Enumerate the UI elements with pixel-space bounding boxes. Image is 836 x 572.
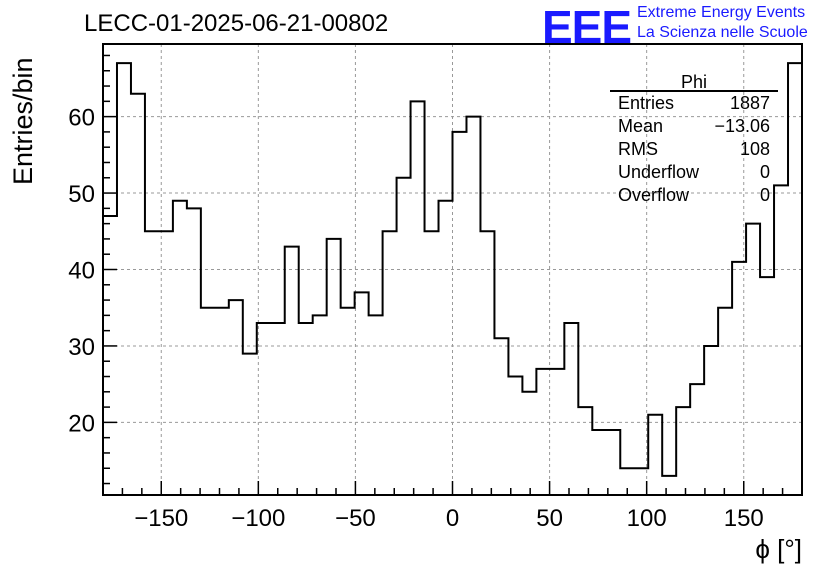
stats-value: 1887 — [729, 93, 770, 113]
histogram-bin — [397, 178, 411, 495]
stats-value: 108 — [739, 139, 770, 159]
grid-lines — [103, 44, 802, 495]
histogram-bin — [383, 231, 397, 495]
stats-label: Underflow — [618, 162, 700, 182]
stats-label: Entries — [618, 93, 675, 113]
x-tick-label: −100 — [231, 505, 285, 532]
stats-row-underflow: Underflow 0 — [618, 162, 770, 183]
histogram-bin — [676, 407, 690, 495]
histogram-bin — [606, 430, 620, 495]
histogram-bin — [480, 231, 494, 495]
stats-label: RMS — [618, 139, 658, 159]
histogram-bin — [327, 239, 341, 495]
histogram-bin — [187, 208, 201, 495]
histogram-bin — [355, 292, 369, 495]
histogram-series — [103, 62, 802, 495]
histogram-bin — [131, 94, 145, 495]
x-tick-label: 0 — [446, 505, 459, 532]
stats-label: Mean — [618, 116, 664, 136]
x-tick-label: 100 — [627, 505, 667, 532]
histogram-bin — [369, 315, 383, 495]
y-tick-label: 40 — [68, 258, 95, 285]
histogram-bin — [592, 430, 606, 495]
histogram-bin — [425, 231, 439, 495]
stats-value: −13.06 — [714, 116, 770, 136]
histogram-bin — [145, 231, 159, 495]
histogram-bin — [522, 392, 536, 495]
x-tick-label: −150 — [134, 505, 188, 532]
stats-title: Phi — [680, 72, 707, 92]
x-tick-label: 50 — [536, 505, 563, 532]
histogram-bin — [341, 308, 355, 495]
histogram-bin — [788, 63, 802, 495]
chart-title: LECC-01-2025-06-21-00802 — [84, 10, 389, 37]
axis-ticks — [102, 54, 803, 495]
tick-labels: −150 −100 −50 0 50 100 150 20 30 40 50 60 — [68, 105, 763, 532]
histogram-bin — [746, 224, 760, 495]
histogram-bin — [760, 277, 774, 495]
histogram-bin — [257, 323, 271, 495]
histogram-outline — [103, 62, 802, 477]
histogram-bin — [271, 323, 285, 495]
y-tick-label: 30 — [68, 334, 95, 361]
histogram-bin — [690, 384, 704, 495]
histogram-bin — [453, 132, 467, 495]
y-tick-label: 60 — [68, 105, 95, 132]
x-tick-label: 150 — [724, 505, 764, 532]
histogram-bin — [201, 308, 215, 495]
stats-value: 0 — [759, 162, 770, 182]
x-tick-label: −50 — [335, 505, 376, 532]
histogram-bin — [564, 323, 578, 495]
y-tick-label: 20 — [68, 410, 95, 437]
logo-line-1: Extreme Energy Events — [637, 4, 806, 21]
stats-label: Overflow — [618, 185, 690, 205]
logo-line-2: La Scienza nelle Scuole — [637, 24, 808, 41]
histogram-bin — [578, 407, 592, 495]
histogram-bin — [439, 201, 453, 495]
histogram-bin — [550, 369, 564, 495]
histogram-bin — [243, 354, 257, 495]
stats-row-overflow: Overflow 0 — [618, 185, 770, 206]
x-axis-label: ϕ [°] — [755, 534, 802, 564]
histogram-bin — [536, 369, 550, 495]
histogram-bin — [732, 262, 746, 495]
histogram-bin — [313, 315, 327, 495]
histogram-bin — [173, 201, 187, 495]
stats-row-mean: Mean −13.06 — [618, 116, 770, 137]
histogram-bin — [159, 231, 173, 495]
histogram-bin — [117, 63, 131, 495]
histogram-bin — [215, 308, 229, 495]
histogram-bin — [466, 117, 480, 495]
histogram-bin — [411, 101, 425, 495]
histogram-bin — [704, 346, 718, 495]
histogram-bin — [229, 300, 243, 495]
histogram-bin — [508, 377, 522, 495]
y-axis-label: Entries/bin — [8, 57, 38, 185]
histogram-bin — [662, 476, 676, 495]
histogram-bin — [718, 308, 732, 495]
eee-logo: EEE — [542, 1, 632, 53]
stats-row-rms: RMS 108 — [618, 139, 770, 160]
histogram-bin — [774, 185, 788, 495]
histogram-bin — [648, 415, 662, 495]
histogram-bin — [285, 247, 299, 495]
stats-row-entries: Entries 1887 — [618, 93, 770, 114]
stats-value: 0 — [759, 185, 770, 205]
histogram-bin — [299, 323, 313, 495]
histogram-bin — [494, 338, 508, 495]
y-tick-label: 50 — [68, 181, 95, 208]
